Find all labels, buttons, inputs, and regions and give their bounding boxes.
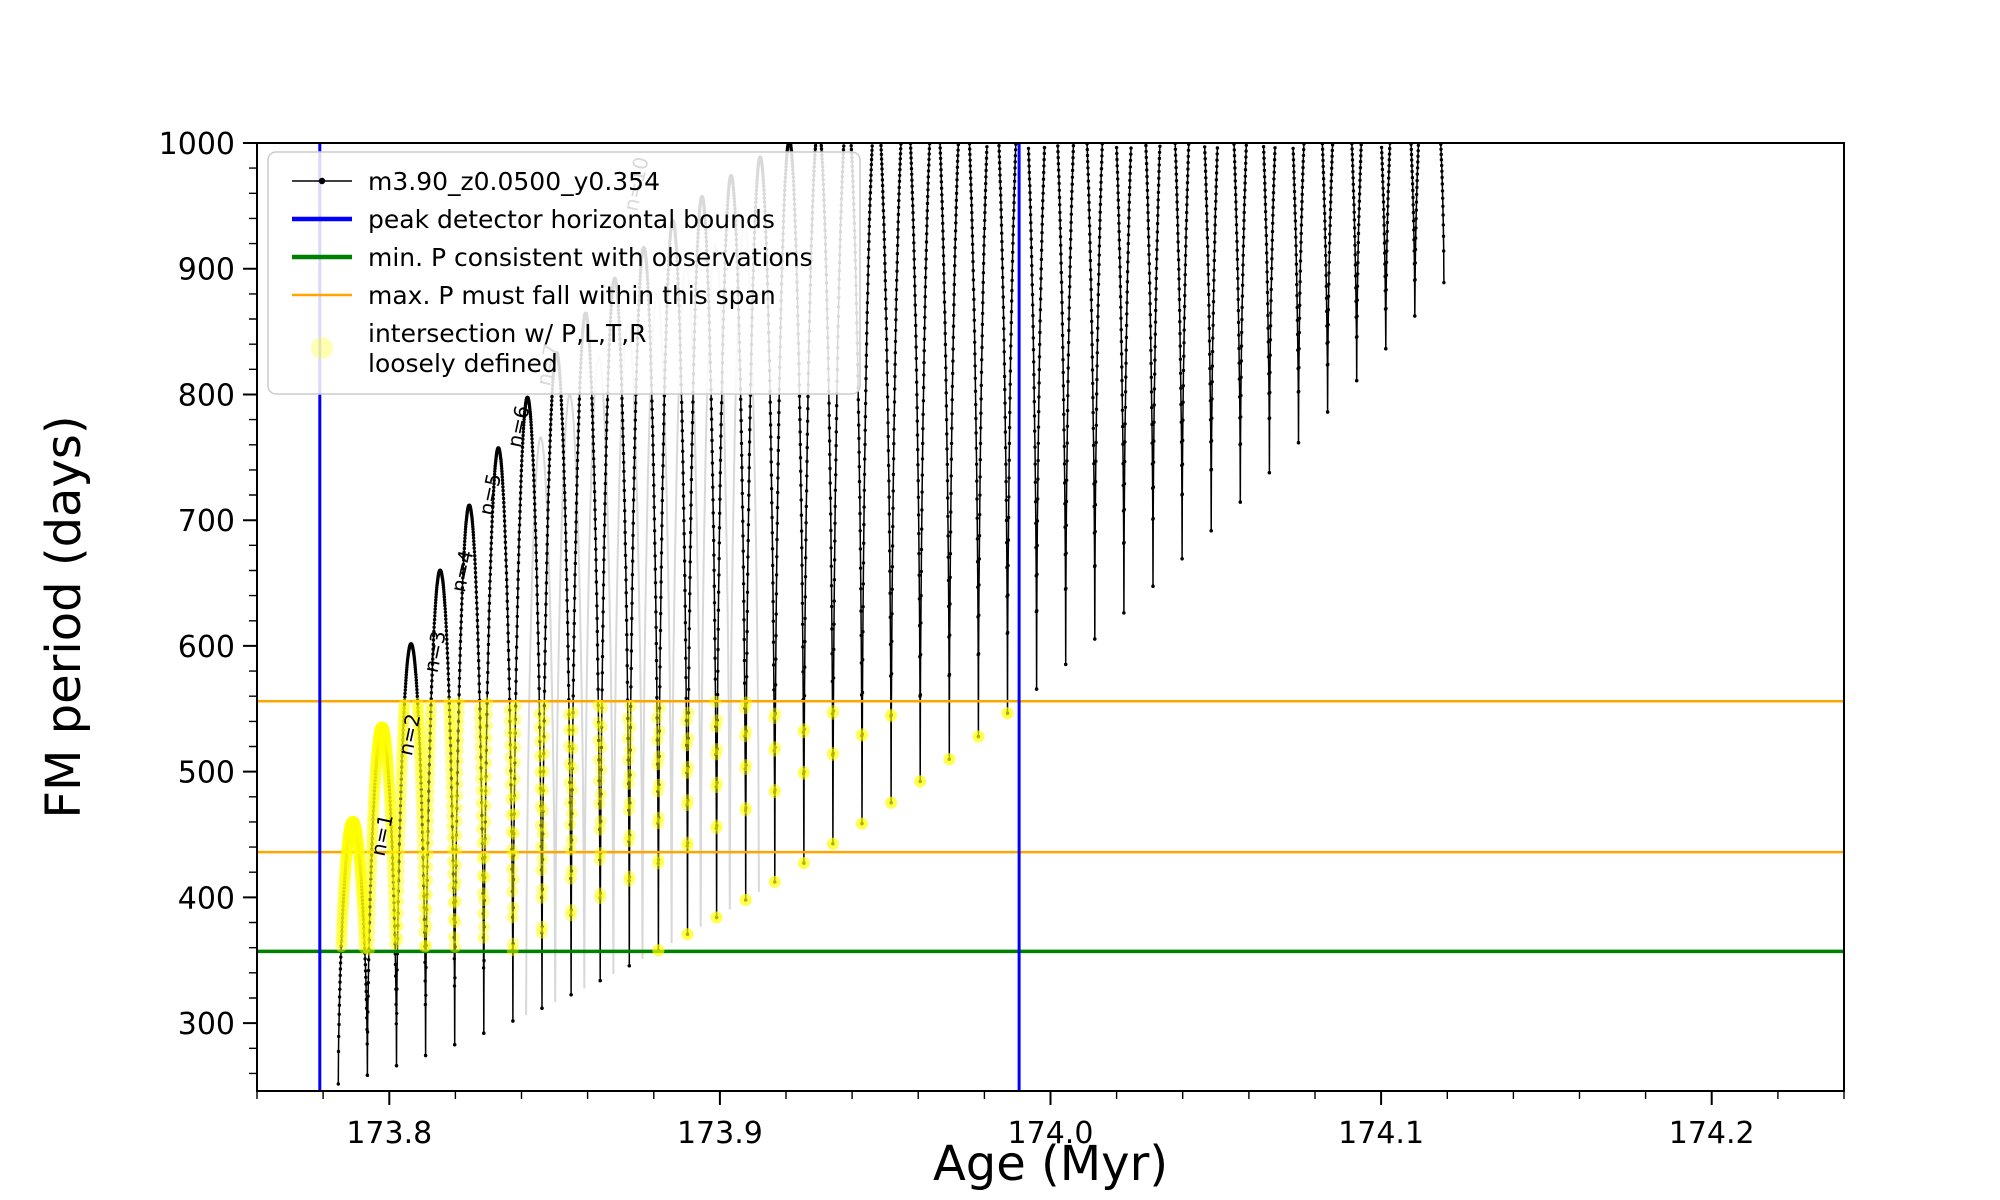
y-tick-label: 800 xyxy=(178,379,235,414)
legend-label: m3.90_z0.0500_y0.354 xyxy=(368,167,660,196)
y-tick-label: 300 xyxy=(178,1007,235,1042)
x-tick-label: 174.1 xyxy=(1338,1116,1424,1151)
legend-label: max. P must fall within this span xyxy=(368,281,776,310)
x-tick-label: 174.0 xyxy=(1008,1116,1094,1151)
y-tick-label: 1000 xyxy=(159,127,235,162)
legend-marker-point xyxy=(318,177,326,185)
legend-box xyxy=(267,151,861,395)
legend-marker-circle xyxy=(311,337,333,359)
legend-label: intersection w/ P,L,T,R xyxy=(368,319,647,348)
legend-label: peak detector horizontal bounds xyxy=(368,205,775,234)
major-ticks xyxy=(243,142,1713,1105)
x-tick-label: 173.8 xyxy=(346,1116,432,1151)
y-tick-label: 700 xyxy=(178,504,235,539)
legend-label-line2: loosely defined xyxy=(368,349,558,378)
y-tick-label: 500 xyxy=(178,756,235,791)
x-tick-label: 173.9 xyxy=(677,1116,763,1151)
x-tick-label: 174.2 xyxy=(1669,1116,1755,1151)
y-tick-label: 600 xyxy=(178,630,235,665)
minor-ticks xyxy=(249,167,1845,1099)
y-axis-label: FM period (days) xyxy=(36,415,92,818)
y-tick-label: 900 xyxy=(178,253,235,288)
legend-label: min. P consistent with observations xyxy=(368,243,813,272)
x-axis-label: Age (Myr) xyxy=(933,1136,1168,1192)
y-tick-label: 400 xyxy=(178,881,235,916)
intersection-points xyxy=(335,695,1014,957)
